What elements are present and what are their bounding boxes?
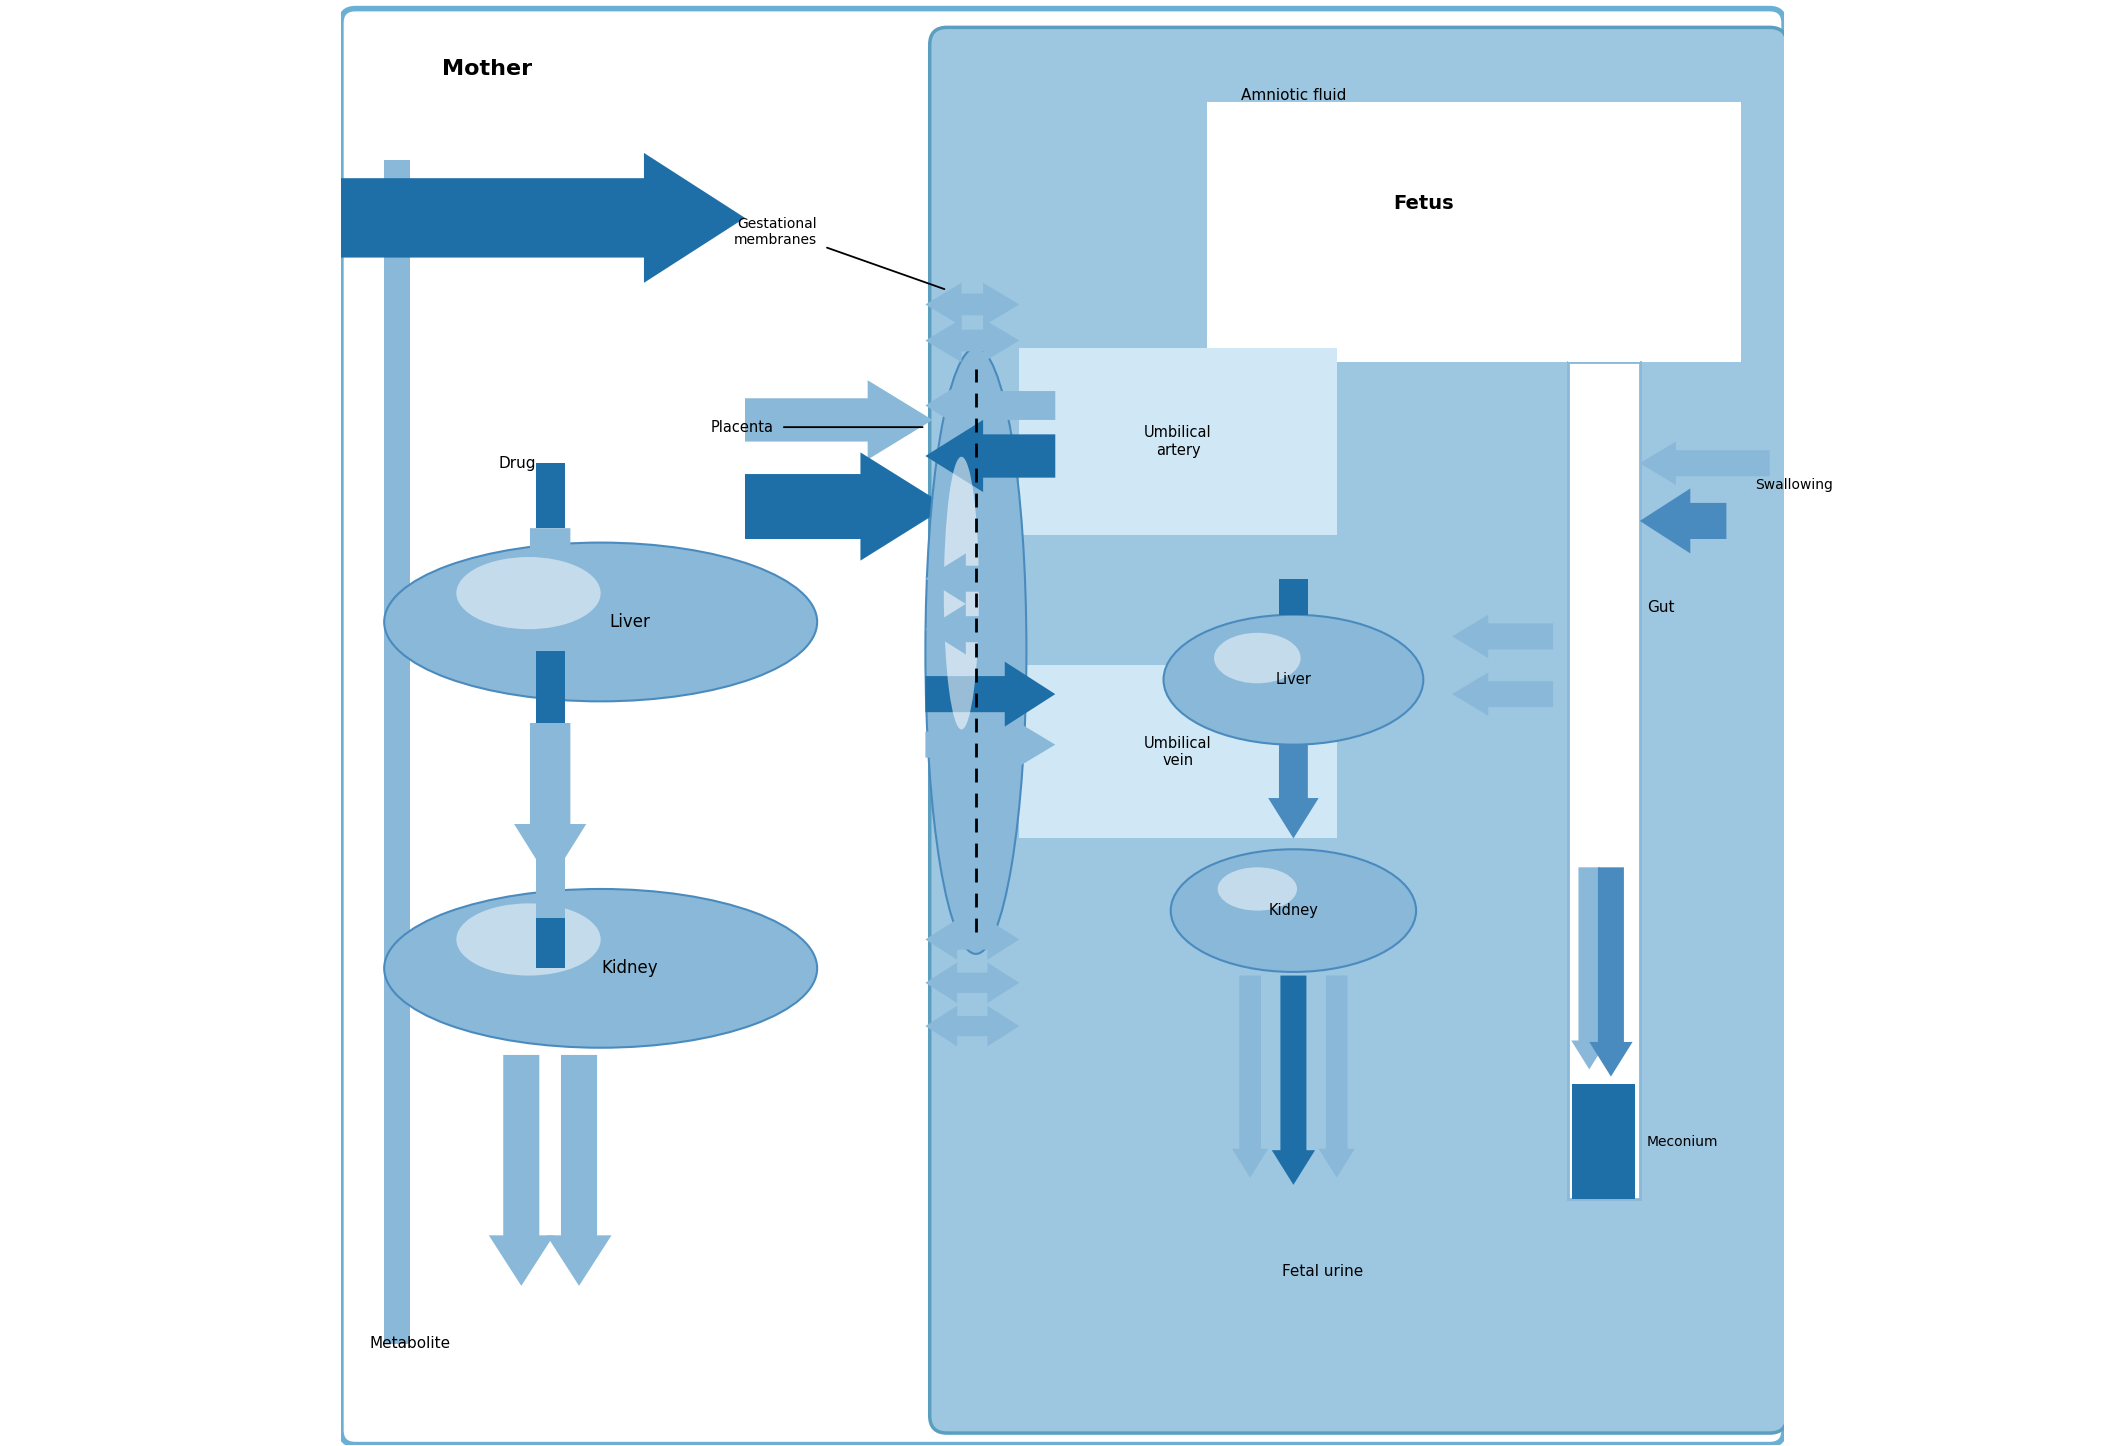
Text: Placenta: Placenta (712, 419, 773, 435)
Text: Liver: Liver (1275, 672, 1311, 687)
Bar (1279, 578, 1307, 615)
Polygon shape (924, 604, 1020, 655)
Text: Meconium: Meconium (1647, 1135, 1719, 1148)
Ellipse shape (1218, 868, 1296, 911)
Bar (1568, 103, 1640, 362)
Text: Kidney: Kidney (601, 959, 659, 977)
Text: Gestational
membranes: Gestational membranes (733, 217, 818, 247)
Polygon shape (1451, 672, 1553, 716)
Bar (1572, 1084, 1636, 1199)
Text: Metabolite: Metabolite (370, 1336, 450, 1351)
Polygon shape (1269, 745, 1320, 839)
Polygon shape (546, 1056, 612, 1285)
Bar (536, 918, 565, 969)
Polygon shape (489, 1056, 555, 1285)
Text: Mother: Mother (442, 59, 531, 80)
Polygon shape (1640, 441, 1770, 484)
Polygon shape (924, 662, 1056, 726)
Bar (536, 463, 565, 528)
Bar (536, 846, 565, 918)
Text: Umbilical
artery: Umbilical artery (1143, 425, 1211, 458)
Polygon shape (514, 528, 587, 687)
Polygon shape (924, 723, 1056, 766)
Polygon shape (1590, 868, 1632, 1077)
Text: Drug: Drug (497, 455, 536, 471)
Polygon shape (924, 320, 1020, 362)
Text: Umbilical
vein: Umbilical vein (1143, 736, 1211, 768)
Ellipse shape (1164, 615, 1424, 745)
Polygon shape (924, 963, 1020, 1004)
Bar (385, 161, 410, 1343)
Polygon shape (1640, 489, 1726, 554)
Text: Amniotic fluid: Amniotic fluid (1241, 88, 1345, 103)
Polygon shape (924, 554, 1020, 604)
Polygon shape (924, 1006, 1020, 1047)
Text: Fetus: Fetus (1394, 194, 1454, 213)
Polygon shape (746, 380, 933, 460)
Polygon shape (924, 283, 1020, 327)
Polygon shape (924, 920, 1020, 960)
Polygon shape (1232, 976, 1269, 1177)
Polygon shape (1451, 615, 1553, 658)
Bar (1568, 362, 1640, 1199)
Ellipse shape (385, 889, 818, 1048)
Ellipse shape (1213, 633, 1300, 684)
Bar (1020, 665, 1337, 839)
Polygon shape (340, 153, 746, 283)
Polygon shape (924, 380, 1056, 431)
Text: Swallowing: Swallowing (1755, 477, 1834, 492)
Ellipse shape (944, 457, 980, 729)
Bar (1020, 347, 1337, 535)
Polygon shape (1570, 868, 1606, 1070)
FancyBboxPatch shape (931, 27, 1787, 1433)
Ellipse shape (457, 904, 601, 976)
Bar (1207, 103, 1740, 362)
Polygon shape (924, 419, 1056, 492)
Ellipse shape (1171, 849, 1415, 972)
Polygon shape (746, 453, 948, 561)
Text: Liver: Liver (610, 613, 650, 630)
Ellipse shape (457, 557, 601, 629)
Ellipse shape (385, 542, 818, 701)
Text: Fetal urine: Fetal urine (1281, 1264, 1362, 1278)
Polygon shape (1271, 976, 1315, 1184)
Text: Kidney: Kidney (1269, 904, 1318, 918)
Ellipse shape (924, 347, 1026, 954)
Polygon shape (1320, 976, 1356, 1177)
Polygon shape (514, 723, 587, 882)
Text: Gut: Gut (1647, 600, 1674, 615)
Bar (536, 651, 565, 723)
